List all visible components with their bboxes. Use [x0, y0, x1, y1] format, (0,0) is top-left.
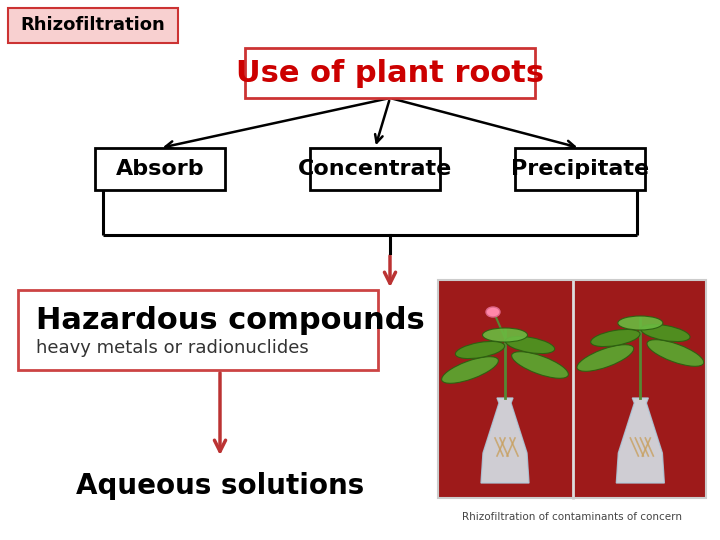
Text: Concentrate: Concentrate	[298, 159, 452, 179]
Ellipse shape	[482, 328, 528, 342]
Ellipse shape	[505, 336, 554, 354]
FancyBboxPatch shape	[8, 8, 178, 43]
FancyBboxPatch shape	[245, 48, 535, 98]
Ellipse shape	[577, 345, 634, 372]
Text: Precipitate: Precipitate	[511, 159, 649, 179]
FancyBboxPatch shape	[515, 148, 645, 190]
Text: Rhizofiltration: Rhizofiltration	[21, 17, 166, 35]
Text: Rhizofiltration of contaminants of concern: Rhizofiltration of contaminants of conce…	[462, 512, 682, 522]
FancyBboxPatch shape	[95, 148, 225, 190]
Ellipse shape	[441, 357, 498, 383]
Polygon shape	[481, 398, 529, 483]
Ellipse shape	[618, 316, 663, 330]
Ellipse shape	[590, 329, 640, 347]
Ellipse shape	[486, 307, 500, 317]
FancyBboxPatch shape	[438, 280, 706, 498]
FancyBboxPatch shape	[310, 148, 440, 190]
Text: Hazardous compounds: Hazardous compounds	[36, 306, 425, 335]
Text: heavy metals or radionuclides: heavy metals or radionuclides	[36, 339, 309, 356]
Polygon shape	[616, 398, 665, 483]
Ellipse shape	[641, 325, 690, 342]
FancyBboxPatch shape	[18, 290, 378, 370]
Text: Aqueous solutions: Aqueous solutions	[76, 472, 364, 500]
Ellipse shape	[455, 341, 505, 359]
Text: Absorb: Absorb	[116, 159, 204, 179]
Ellipse shape	[512, 352, 568, 379]
Text: Use of plant roots: Use of plant roots	[236, 58, 544, 87]
Ellipse shape	[647, 340, 703, 366]
